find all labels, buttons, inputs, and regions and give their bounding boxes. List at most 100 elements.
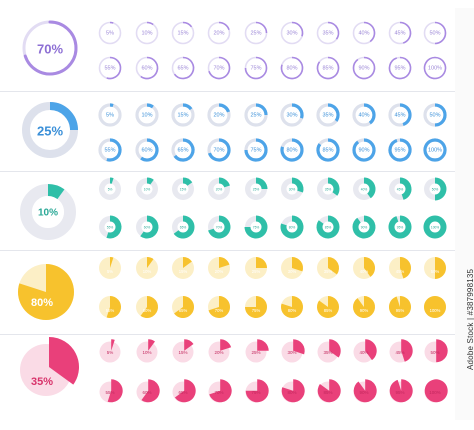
value-label: 25% xyxy=(250,113,261,119)
value-label: 25% xyxy=(252,269,261,274)
small-pie-offset-indicator: 100% xyxy=(425,379,448,402)
value-label: 80% xyxy=(288,308,297,313)
value-label: 5% xyxy=(108,187,113,191)
small-pie-offset-indicator: 5% xyxy=(100,339,121,362)
small-pie-offset-indicator: 95% xyxy=(390,379,413,402)
small-thick-ring-indicator: 60% xyxy=(137,140,157,160)
value-label: 90% xyxy=(361,225,368,229)
small-wide-ring-indicator: 20% xyxy=(208,178,230,201)
value-label: 70% xyxy=(216,225,223,229)
small-pie-offset-indicator: 80% xyxy=(282,379,305,402)
value-label: 60% xyxy=(141,148,152,154)
small-pie-indicator: 35% xyxy=(317,257,339,279)
small-pie-offset-indicator: 45% xyxy=(390,339,413,362)
small-pie-indicator: 70% xyxy=(208,296,230,318)
small-pie-indicator: 10% xyxy=(136,257,158,279)
small-pie-indicator: 65% xyxy=(172,296,194,318)
small-ring-indicator: 20% xyxy=(209,23,230,44)
small-pie-indicator: 90% xyxy=(353,296,375,318)
value-label: 55% xyxy=(104,148,115,154)
small-thick-ring-indicator: 30% xyxy=(282,105,302,125)
value-label: 20% xyxy=(213,113,224,119)
small-pie-offset-indicator: 75% xyxy=(246,379,269,402)
small-pie-offset-indicator: 90% xyxy=(354,379,377,402)
value-label: 5% xyxy=(106,31,114,37)
value-label: 45% xyxy=(396,269,405,274)
value-label: 25% xyxy=(250,31,261,37)
small-thick-ring-indicator: 65% xyxy=(173,140,193,160)
ring-progress xyxy=(183,23,191,27)
small-ring-indicator: 25% xyxy=(246,23,267,44)
ring-progress xyxy=(147,23,153,25)
small-ring-indicator: 65% xyxy=(173,58,194,79)
small-ring-indicator: 75% xyxy=(246,58,267,79)
value-label: 100% xyxy=(430,308,441,313)
small-ring-indicator: 70% xyxy=(209,58,230,79)
value-label: 80% xyxy=(289,225,296,229)
row-pie-offset: 35%5%10%15%20%25%30%35%40%45%50%55%60%65… xyxy=(20,337,448,403)
small-ring-indicator: 90% xyxy=(353,58,374,79)
small-pie-offset-indicator: 40% xyxy=(354,339,377,362)
small-wide-ring-indicator: 75% xyxy=(245,216,268,239)
value-label: 35% xyxy=(322,31,333,37)
big-value-label: 35% xyxy=(31,376,53,388)
value-label: 30% xyxy=(289,187,296,191)
small-pie-indicator: 100% xyxy=(424,296,446,318)
small-wide-ring-indicator: 65% xyxy=(172,216,195,239)
small-ring-indicator: 100% xyxy=(425,57,446,78)
small-pie-offset-indicator: 35% xyxy=(318,339,341,362)
value-label: 100% xyxy=(428,148,442,154)
value-label: 65% xyxy=(177,66,188,72)
value-label: 15% xyxy=(179,269,188,274)
small-wide-ring-indicator: 80% xyxy=(281,216,304,239)
small-pie-indicator: 20% xyxy=(208,257,230,279)
value-label: 15% xyxy=(180,187,187,191)
row-thick-ring: 25%5%10%15%20%25%30%35%40%45%50%55%60%65… xyxy=(26,105,445,160)
value-label: 20% xyxy=(213,31,224,37)
ring-progress xyxy=(110,23,113,24)
value-label: 50% xyxy=(430,350,439,355)
value-label: 80% xyxy=(286,66,297,72)
value-label: 75% xyxy=(250,66,261,72)
small-wide-ring-indicator: 55% xyxy=(99,216,121,239)
value-label: 40% xyxy=(358,31,369,37)
value-label: 90% xyxy=(360,308,369,313)
small-pie-offset-indicator: 30% xyxy=(282,339,305,362)
value-label: 20% xyxy=(215,269,224,274)
small-pie-offset-indicator: 15% xyxy=(173,339,194,362)
row-pie: 80%5%10%15%20%25%30%35%40%45%50%55%60%65… xyxy=(18,257,446,320)
value-label: 35% xyxy=(322,113,333,119)
big-value-label: 70% xyxy=(37,42,63,57)
small-pie-offset-indicator: 85% xyxy=(318,379,341,402)
value-label: 100% xyxy=(429,390,441,395)
big-value-label: 25% xyxy=(37,124,63,139)
small-pie-indicator: 55% xyxy=(99,296,121,318)
section-divider xyxy=(0,334,460,335)
ring-progress xyxy=(147,105,153,107)
big-wide-ring-indicator: 10% xyxy=(26,184,70,234)
row-wide-ring: 10%5%10%15%20%25%30%35%40%45%50%55%60%65… xyxy=(26,178,446,239)
small-ring-indicator: 45% xyxy=(390,23,411,44)
value-label: 40% xyxy=(358,113,369,119)
small-wide-ring-indicator: 50% xyxy=(424,178,446,201)
value-label: 30% xyxy=(287,350,296,355)
small-thick-ring-indicator: 100% xyxy=(425,140,445,160)
value-label: 75% xyxy=(253,225,260,229)
value-label: 30% xyxy=(286,113,297,119)
small-wide-ring-indicator: 100% xyxy=(423,216,446,239)
value-label: 50% xyxy=(429,113,440,119)
value-label: 85% xyxy=(324,308,333,313)
value-label: 35% xyxy=(323,350,332,355)
small-ring-indicator: 80% xyxy=(282,58,303,79)
small-wide-ring-indicator: 10% xyxy=(136,178,158,201)
small-thick-ring-indicator: 45% xyxy=(390,105,410,125)
value-label: 65% xyxy=(178,390,187,395)
value-label: 60% xyxy=(142,390,151,395)
small-thick-ring-indicator: 55% xyxy=(100,140,120,160)
small-thick-ring-indicator: 35% xyxy=(318,105,338,125)
small-wide-ring-indicator: 85% xyxy=(317,216,340,239)
value-label: 35% xyxy=(325,187,332,191)
small-thick-ring-indicator: 50% xyxy=(425,105,445,125)
value-label: 30% xyxy=(286,31,297,37)
